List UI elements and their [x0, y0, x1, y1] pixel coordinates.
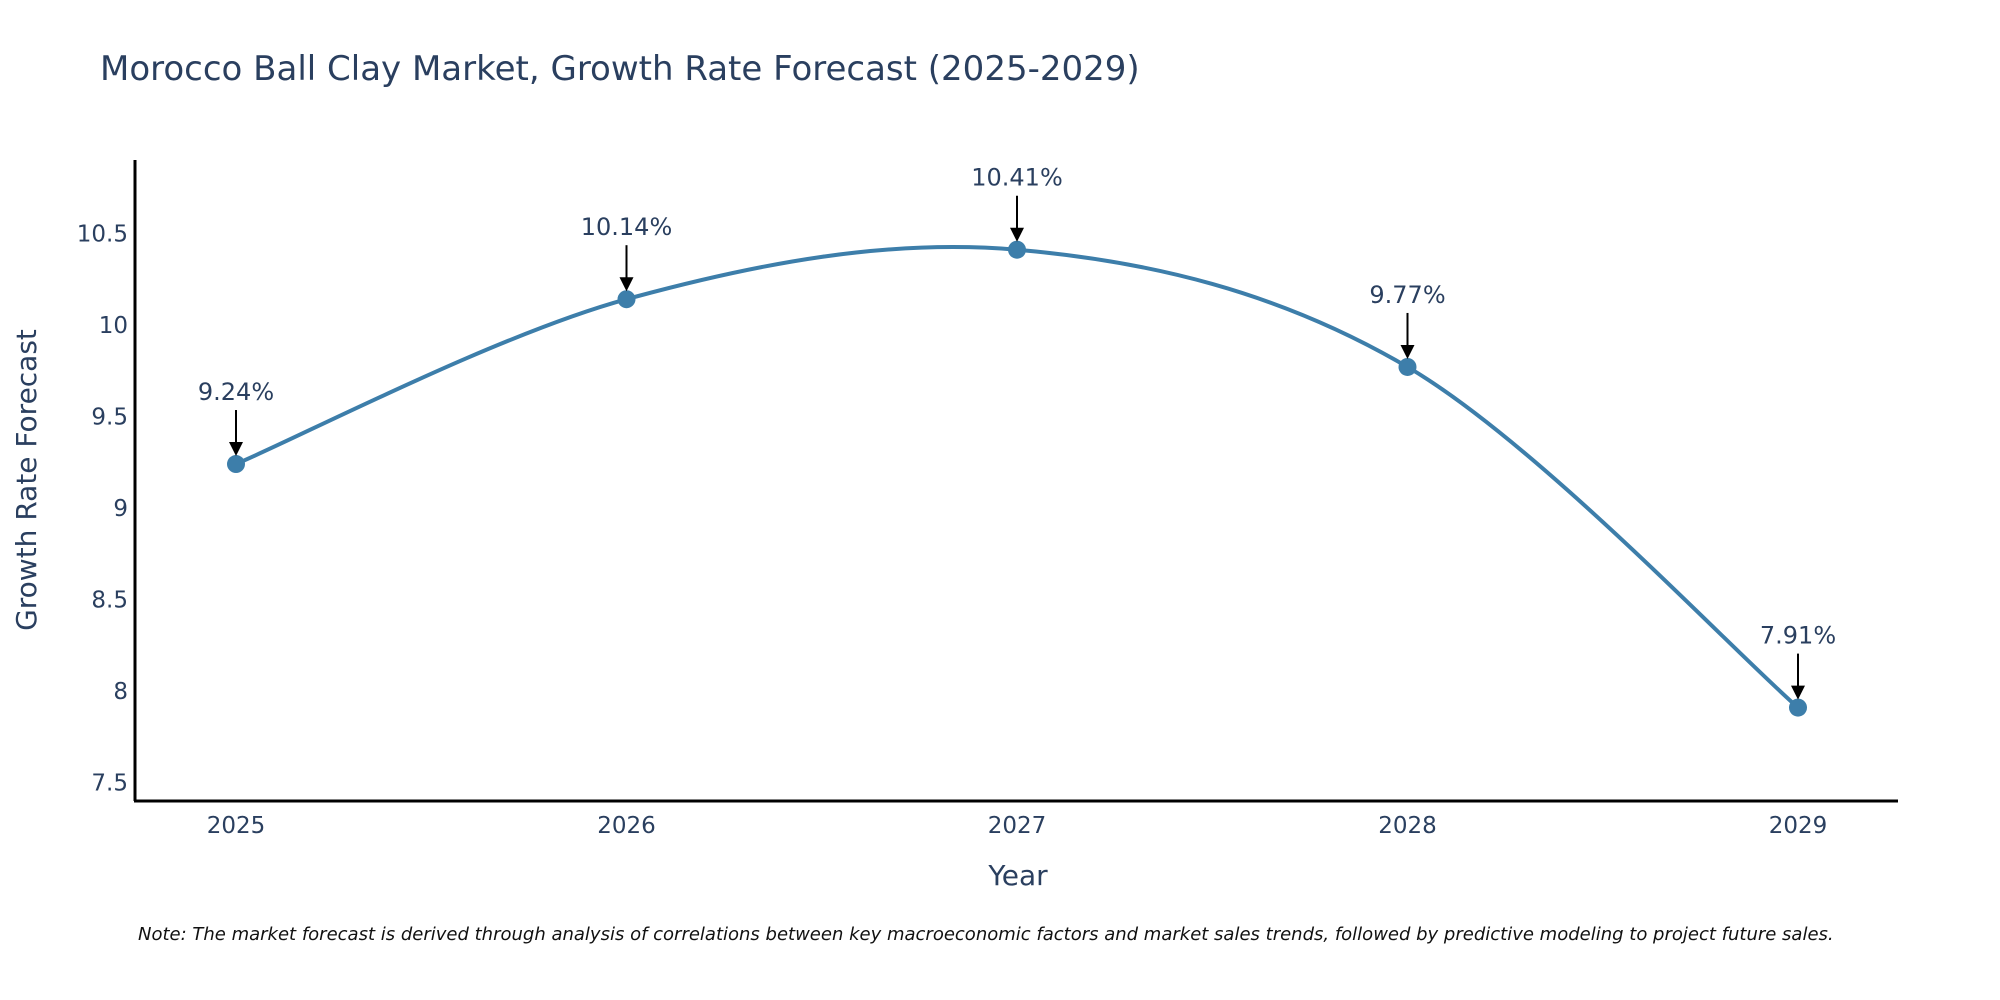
- data-label: 9.77%: [1369, 281, 1445, 309]
- y-tick-label: 10.5: [77, 221, 128, 247]
- y-tick-label: 9: [113, 496, 128, 522]
- x-tick-label: 2025: [207, 813, 266, 839]
- chart-title: Morocco Ball Clay Market, Growth Rate Fo…: [100, 49, 1140, 89]
- y-tick-label: 7.5: [91, 771, 128, 797]
- data-label: 10.41%: [971, 164, 1063, 192]
- data-label: 9.24%: [198, 378, 274, 406]
- data-point[interactable]: [1789, 698, 1807, 717]
- data-point[interactable]: [227, 455, 245, 474]
- data-label: 7.91%: [1760, 622, 1836, 650]
- annotation-arrow-head: [1400, 344, 1415, 359]
- data-point[interactable]: [617, 290, 636, 309]
- annotation-arrow-head: [229, 442, 243, 457]
- y-tick-label: 8: [113, 679, 128, 705]
- x-tick-label: 2026: [597, 813, 656, 839]
- x-axis-title: Year: [987, 859, 1048, 892]
- x-tick-label: 2029: [1769, 813, 1828, 839]
- plot-area: 7.5 8 8.5 9 9.5 10 10.5 2025 2026 2027 2028 2029 9…: [77, 160, 1898, 839]
- annotation-arrow-head: [1010, 227, 1024, 242]
- data-point[interactable]: [1008, 240, 1026, 259]
- annotation-arrow-head: [619, 277, 634, 292]
- data-label: 10.14%: [581, 213, 673, 241]
- data-annotations: 9.24% 10.14% 10.41% 9.77% 7.91%: [198, 164, 1836, 700]
- series-line: [235, 245, 1800, 710]
- x-tick-label: 2027: [988, 813, 1047, 839]
- footnote: Note: The market forecast is derived thr…: [138, 924, 1834, 945]
- data-markers: [227, 240, 1807, 717]
- y-tick-label: 10: [99, 313, 128, 339]
- data-point[interactable]: [1398, 357, 1417, 376]
- y-tick-label: 9.5: [91, 404, 128, 430]
- x-axis-ticks: 2025 2026 2027 2028 2029: [207, 813, 1828, 839]
- y-axis-title: Growth Rate Forecast: [10, 329, 43, 631]
- y-axis-ticks: 7.5 8 8.5 9 9.5 10 10.5: [77, 221, 128, 796]
- annotation-arrow-head: [1791, 685, 1805, 700]
- x-tick-label: 2028: [1378, 813, 1437, 839]
- y-tick-label: 8.5: [91, 588, 128, 614]
